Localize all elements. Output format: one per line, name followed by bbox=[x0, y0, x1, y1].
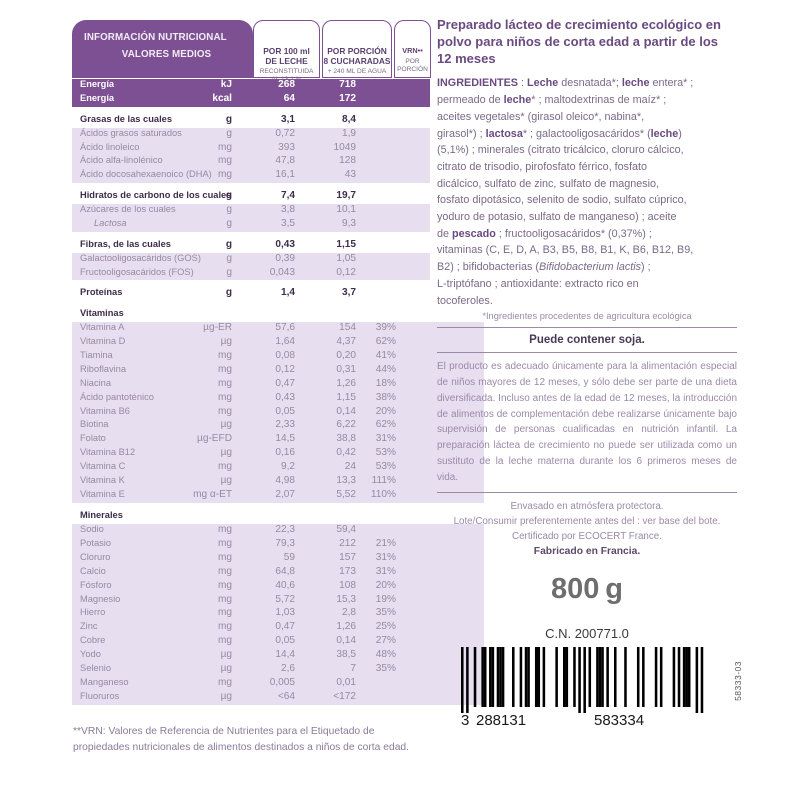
svg-text:583334: 583334 bbox=[594, 712, 644, 727]
svg-text:288131: 288131 bbox=[476, 712, 526, 727]
svg-text:3: 3 bbox=[461, 712, 469, 727]
